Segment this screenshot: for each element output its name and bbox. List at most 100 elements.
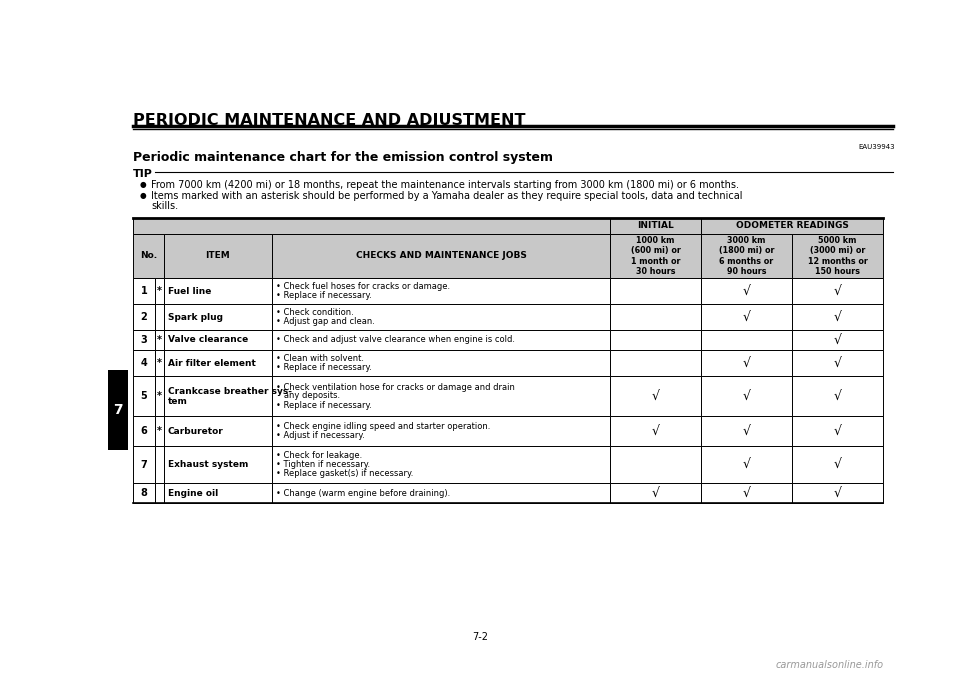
- Bar: [164, 330, 272, 350]
- Bar: [610, 330, 701, 350]
- Text: 1: 1: [140, 286, 148, 296]
- Text: • Replace if necessary.: • Replace if necessary.: [276, 291, 372, 300]
- Text: √: √: [833, 311, 842, 323]
- Bar: [792, 416, 883, 446]
- Bar: [164, 234, 272, 278]
- Bar: [164, 350, 272, 376]
- Text: • Check for leakage.: • Check for leakage.: [276, 451, 362, 460]
- Text: 2: 2: [140, 312, 148, 322]
- Text: √: √: [742, 458, 751, 471]
- Bar: [792, 446, 883, 483]
- Bar: [701, 483, 792, 503]
- Bar: [155, 350, 164, 376]
- Bar: [610, 218, 701, 234]
- Bar: [133, 330, 155, 350]
- Bar: [272, 483, 610, 503]
- Text: √: √: [833, 389, 842, 403]
- Bar: [272, 234, 610, 278]
- Bar: [610, 376, 701, 416]
- Bar: [272, 304, 610, 330]
- Text: *: *: [157, 391, 162, 401]
- Text: • Replace if necessary.: • Replace if necessary.: [276, 401, 372, 410]
- Text: Valve clearance: Valve clearance: [168, 336, 249, 344]
- Text: • Clean with solvent.: • Clean with solvent.: [276, 354, 364, 363]
- Text: 7: 7: [113, 403, 123, 417]
- Bar: [155, 330, 164, 350]
- Bar: [155, 278, 164, 304]
- Bar: [133, 483, 155, 503]
- Text: 1000 km
(600 mi) or
1 month or
30 hours: 1000 km (600 mi) or 1 month or 30 hours: [631, 236, 681, 276]
- Bar: [701, 234, 792, 278]
- Bar: [701, 218, 883, 234]
- Bar: [155, 446, 164, 483]
- Bar: [164, 446, 272, 483]
- Text: √: √: [833, 424, 842, 437]
- Bar: [133, 350, 155, 376]
- Text: √: √: [652, 389, 660, 403]
- Text: Air filter element: Air filter element: [168, 359, 256, 367]
- Bar: [272, 376, 610, 416]
- Text: • Check condition.: • Check condition.: [276, 308, 353, 317]
- Bar: [133, 416, 155, 446]
- Text: 4: 4: [140, 358, 148, 368]
- Bar: [155, 483, 164, 503]
- Bar: [792, 278, 883, 304]
- Bar: [272, 416, 610, 446]
- Bar: [792, 304, 883, 330]
- Text: Carburetor: Carburetor: [168, 426, 224, 435]
- Text: √: √: [833, 458, 842, 471]
- Bar: [610, 278, 701, 304]
- Text: • Check and adjust valve clearance when engine is cold.: • Check and adjust valve clearance when …: [276, 336, 515, 344]
- Text: • Check ventilation hose for cracks or damage and drain: • Check ventilation hose for cracks or d…: [276, 382, 515, 391]
- Text: 7-2: 7-2: [472, 632, 488, 642]
- Text: *: *: [157, 358, 162, 368]
- Text: 8: 8: [140, 488, 148, 498]
- Text: • Change (warm engine before draining).: • Change (warm engine before draining).: [276, 489, 450, 498]
- Text: √: √: [652, 424, 660, 437]
- Bar: [272, 278, 610, 304]
- Text: EAU39943: EAU39943: [858, 144, 895, 150]
- Bar: [164, 376, 272, 416]
- Text: PERIODIC MAINTENANCE AND ADJUSTMENT: PERIODIC MAINTENANCE AND ADJUSTMENT: [133, 113, 525, 128]
- Text: INITIAL: INITIAL: [637, 222, 674, 231]
- Text: 3: 3: [140, 335, 148, 345]
- Text: ●: ●: [140, 180, 147, 189]
- Bar: [155, 376, 164, 416]
- Bar: [610, 304, 701, 330]
- Text: From 7000 km (4200 mi) or 18 months, repeat the maintenance intervals starting f: From 7000 km (4200 mi) or 18 months, rep…: [151, 180, 739, 190]
- Text: √: √: [742, 357, 751, 370]
- Text: *: *: [157, 335, 162, 345]
- Bar: [133, 304, 155, 330]
- Bar: [272, 446, 610, 483]
- Text: ITEM: ITEM: [205, 252, 230, 260]
- Bar: [701, 278, 792, 304]
- Bar: [792, 376, 883, 416]
- Text: Fuel line: Fuel line: [168, 287, 211, 296]
- Text: carmanualsonline.info: carmanualsonline.info: [776, 660, 884, 670]
- Text: Spark plug: Spark plug: [168, 313, 223, 321]
- Text: √: √: [833, 487, 842, 500]
- Text: Engine oil: Engine oil: [168, 489, 218, 498]
- Text: √: √: [833, 334, 842, 346]
- Text: Crankcase breather sys-: Crankcase breather sys-: [168, 386, 292, 395]
- Bar: [272, 330, 610, 350]
- Text: • Check engine idling speed and starter operation.: • Check engine idling speed and starter …: [276, 422, 491, 431]
- Bar: [610, 446, 701, 483]
- Text: 5000 km
(3000 mi) or
12 months or
150 hours: 5000 km (3000 mi) or 12 months or 150 ho…: [807, 236, 868, 276]
- Bar: [610, 483, 701, 503]
- Bar: [155, 416, 164, 446]
- Text: 5: 5: [140, 391, 148, 401]
- Bar: [133, 446, 155, 483]
- Text: Items marked with an asterisk should be performed by a Yamaha dealer as they req: Items marked with an asterisk should be …: [151, 191, 742, 201]
- Text: *: *: [157, 426, 162, 436]
- Bar: [164, 278, 272, 304]
- Text: √: √: [742, 285, 751, 298]
- Bar: [701, 350, 792, 376]
- Bar: [701, 376, 792, 416]
- Bar: [164, 483, 272, 503]
- Bar: [133, 278, 155, 304]
- Bar: [701, 304, 792, 330]
- Bar: [701, 330, 792, 350]
- Bar: [792, 330, 883, 350]
- Text: ODOMETER READINGS: ODOMETER READINGS: [735, 222, 849, 231]
